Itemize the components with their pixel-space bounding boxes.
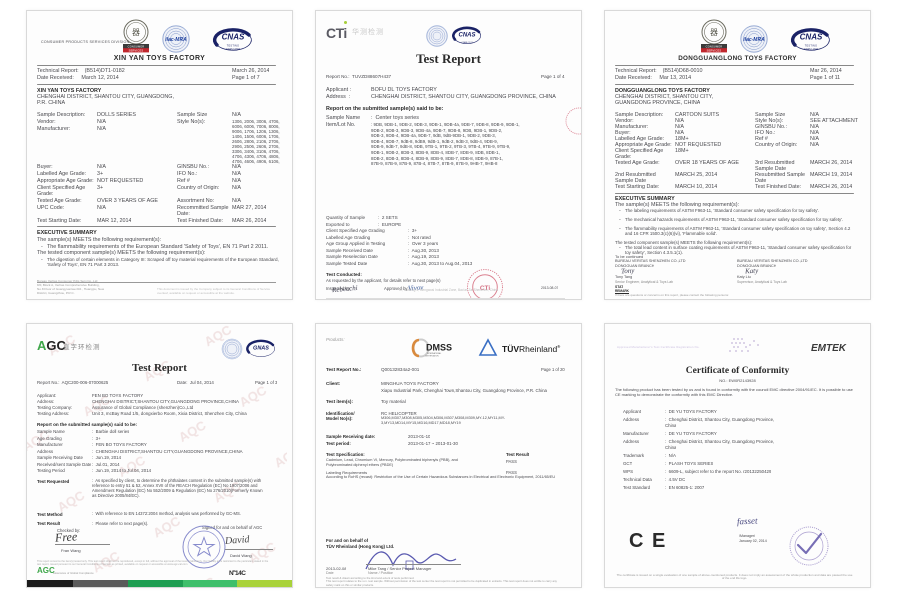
svg-text:EMTEK: EMTEK xyxy=(811,343,847,354)
svg-text:ilac-MRA: ilac-MRA xyxy=(165,37,187,43)
svg-text:INTERNATIONAL: INTERNATIONAL xyxy=(427,352,441,355)
svg-text:CNAS: CNAS xyxy=(800,33,823,42)
svg-text:CNAS L1744: CNAS L1744 xyxy=(804,48,819,51)
svg-text:GNAS: GNAS xyxy=(253,346,269,352)
svg-text:DMSS: DMSS xyxy=(426,343,452,353)
svg-text:SERVICES: SERVICES xyxy=(129,49,144,53)
svg-text:CNAS L0304: CNAS L0304 xyxy=(226,48,241,51)
svg-text:TÜVRheinland®: TÜVRheinland® xyxy=(502,344,560,354)
svg-text:SERVICES: SERVICES xyxy=(707,49,722,53)
svg-text:CERTIFICATION: CERTIFICATION xyxy=(425,354,439,357)
svg-text:Approved Manufacturer's Test C: Approved Manufacturer's Test Certificate… xyxy=(617,345,700,349)
svg-text:CONSUMER: CONSUMER xyxy=(706,44,723,48)
svg-text:ilac-MRA: ilac-MRA xyxy=(743,37,765,43)
svg-text:CONSUMER: CONSUMER xyxy=(128,44,145,48)
svg-text:CNAS: CNAS xyxy=(222,33,245,42)
svg-text:器: 器 xyxy=(132,28,140,37)
svg-text:器: 器 xyxy=(710,28,718,37)
svg-text:CNAS C174: CNAS C174 xyxy=(462,41,474,44)
svg-text:CNAS: CNAS xyxy=(458,33,475,39)
